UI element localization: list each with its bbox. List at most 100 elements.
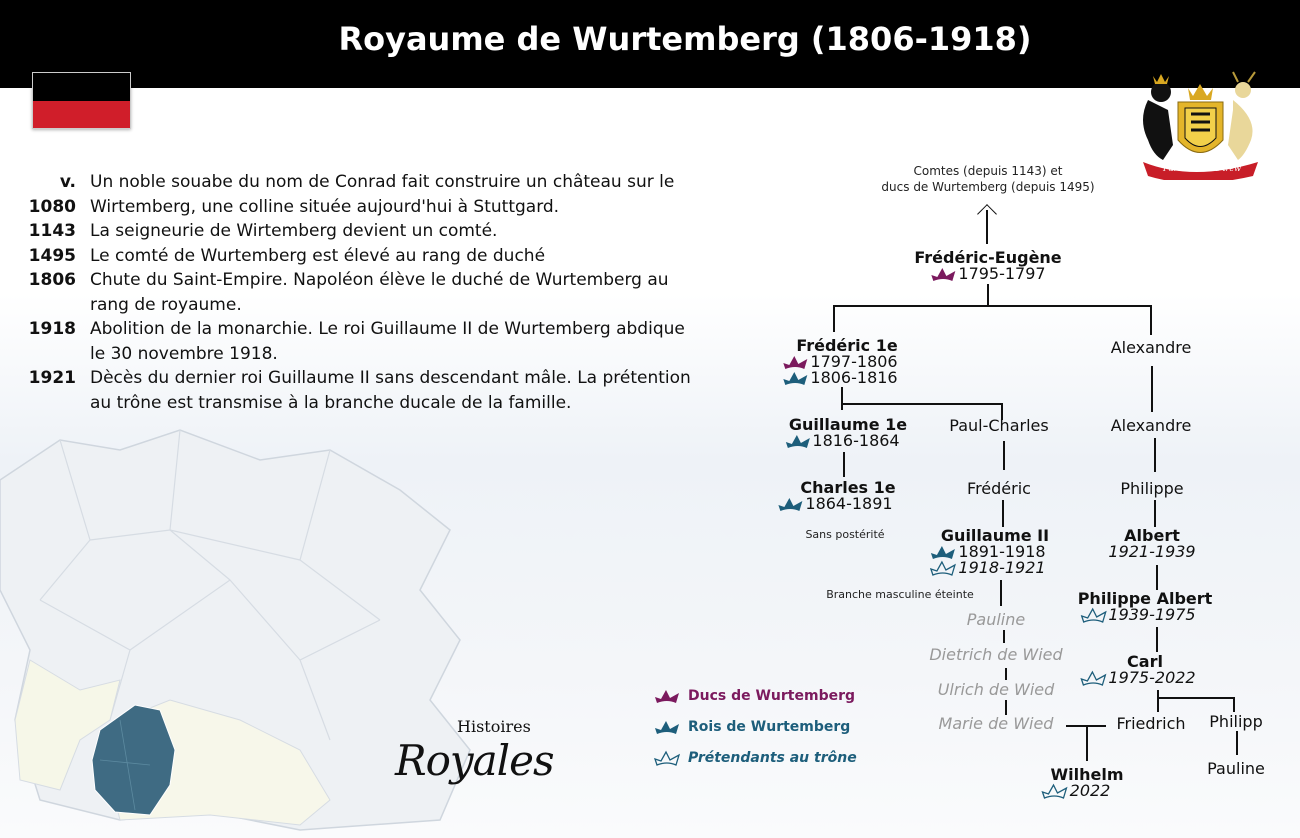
node-name: Albert [1124,526,1180,545]
claim-dates: 2022 [1069,781,1111,800]
tree-line [1156,565,1158,590]
node-name: Frédéric 1e [796,336,898,355]
timeline-text: Chute du Saint-Empire. Napoléon élève le… [90,270,669,315]
legend-label: Prétendants au trône [688,750,857,766]
page-title: Royaume de Wurtemberg (1806-1918) [338,20,1032,58]
tree-line [1002,500,1004,527]
claim-dates: 1918-1921 [958,558,1046,577]
timeline-date: 1806 [28,270,76,290]
node-name: Carl [1127,652,1163,671]
node-frederic: Frédéric [967,479,1031,498]
tree-line [1154,500,1156,527]
origin-line2: ducs de Wurtemberg (depuis 1495) [881,180,1095,194]
germany-map [0,429,471,831]
tree-line [843,452,845,477]
note-sans-posterite: Sans postérité [805,528,885,541]
tree-line [1157,690,1159,712]
histoires-royales-logo: Histoires Royales [395,718,575,798]
coat-of-arms-icon [1143,71,1258,180]
node-philippe-albert: Philippe Albert 1939-1975 [1064,589,1213,624]
node-name: Guillaume 1e [788,415,908,434]
tree-line [1005,668,1007,680]
reign-dates: 1797-1806 [810,352,898,371]
crown-pretender-icon [930,560,956,576]
node-alexandre: Alexandre [1110,338,1192,357]
node-wilhelm: Wilhelm 2022 [1028,765,1124,800]
tree-line [1001,403,1003,420]
node-ulrich-de-wied: Ulrich de Wied [937,680,1055,699]
timeline-entry: 1918 Abolition de la monarchie. Le roi Gu… [20,317,700,366]
timeline-entry: 1495 Le comté de Wurtemberg est élevé au … [20,244,700,269]
node-friedrich: Friedrich [1116,714,1186,733]
crown-duke-icon [654,688,680,704]
tree-line [841,403,1002,405]
legend-ducs: Ducs de Wurtemberg [654,688,855,704]
node-carl: Carl 1975-2022 [1080,652,1196,687]
node-name: Frédéric-Eugène [914,248,1062,267]
reign-dates: 1795-1797 [958,264,1046,283]
tree-line [1000,580,1002,606]
crown-king-icon [777,496,803,512]
reign-dates: 1891-1918 [958,542,1046,561]
node-pauline: Pauline [966,610,1026,629]
claim-dates: 1921-1939 [1108,542,1196,561]
crown-king-icon [930,544,956,560]
tree-line [987,284,989,306]
timeline-entry: 1806 Chute du Saint-Empire. Napoléon élèv… [20,268,700,317]
crown-king-icon [782,370,808,386]
origin-line1: Comtes (depuis 1143) et [913,164,1063,178]
wurttemberg-flag [32,72,131,129]
tree-line [833,305,835,332]
crown-pretender-icon [1042,783,1068,799]
node-philipp: Philipp [1209,712,1263,731]
node-frederic-1e: Frédéric 1e 1797-1806 1806-1816 [782,336,898,387]
node-name: Wilhelm [1050,765,1124,784]
legend-label: Ducs de Wurtemberg [688,688,856,704]
timeline-date: 1921 [28,368,76,388]
crown-duke-icon [930,266,956,282]
timeline-date: 1918 [28,319,76,339]
tree-line [1003,441,1005,470]
timeline: v. 1080 Un noble souabe du nom de Conrad … [20,170,700,415]
arrow-up-icon [977,204,997,224]
timeline-text: La seigneurie de Wirtemberg devient un c… [90,221,498,241]
crown-pretender-icon [1080,670,1106,686]
node-paul-charles: Paul-Charles [949,416,1049,435]
tree-line [1157,697,1233,699]
tree-line [1236,731,1238,755]
legend-pretendants: Prétendants au trône [654,750,857,766]
node-name: Philippe Albert [1077,589,1213,608]
claim-dates: 1939-1975 [1108,605,1196,624]
timeline-date: 1495 [28,245,76,266]
crown-duke-icon [782,354,808,370]
reign-dates: 1806-1816 [810,368,898,387]
tree-line [841,387,843,410]
tree-line [1151,366,1153,412]
node-marie-de-wied: Marie de Wied [938,714,1054,733]
tree-line [1156,627,1158,652]
timeline-entry: 1921 Dècès du dernier roi Guillaume II sa… [20,366,700,415]
timeline-text: Le comté de Wurtemberg est élevé au rang… [90,245,546,266]
arms-motto: Furchtlos und trew [1163,164,1241,173]
node-name: Charles 1e [800,478,896,497]
node-pauline-2: Pauline [1207,759,1265,778]
timeline-date: 1143 [28,221,76,241]
timeline-text: Abolition de la monarchie. Le roi Guilla… [90,319,685,364]
claim-dates: 1975-2022 [1108,668,1196,687]
timeline-entry: 1143 La seigneurie de Wirtemberg devient … [20,219,700,244]
timeline-text: Un noble souabe du nom de Conrad fait co… [90,172,675,217]
node-alexandre-2: Alexandre [1110,416,1192,435]
timeline-date: v. 1080 [28,172,76,217]
arrow-line [986,210,988,244]
reign-dates: 1864-1891 [805,494,893,513]
crown-pretender-icon [654,750,680,766]
note-branche-eteinte: Branche masculine éteinte [826,588,974,601]
crown-king-icon [654,719,680,735]
tree-line [833,305,1151,307]
origin-note: Comtes (depuis 1143) et ducs de Wurtember… [881,163,1094,195]
crown-king-icon [784,433,810,449]
timeline-entry: v. 1080 Un noble souabe du nom de Conrad … [20,170,700,219]
timeline-text: Dècès du dernier roi Guillaume II sans d… [90,368,691,413]
header-bar [0,0,1300,88]
legend-rois: Rois de Wurtemberg [654,719,850,735]
